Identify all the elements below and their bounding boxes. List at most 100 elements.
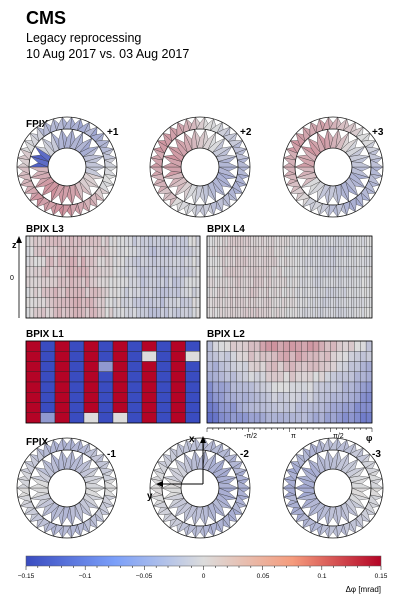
module-cell xyxy=(121,287,125,297)
module-cell xyxy=(70,362,85,372)
module-cell xyxy=(326,257,329,267)
colorbar-ticks xyxy=(26,566,381,570)
module-cell xyxy=(157,372,172,382)
module-cell xyxy=(157,403,172,413)
module-cell xyxy=(172,267,176,277)
module-cell xyxy=(246,277,249,287)
module-cell xyxy=(357,267,360,277)
module-cell xyxy=(269,298,272,308)
module-cell xyxy=(323,308,326,318)
module-cell xyxy=(184,246,188,256)
module-cell xyxy=(26,236,30,246)
module-cell xyxy=(278,372,284,382)
module-cell xyxy=(313,267,316,277)
module-cell xyxy=(295,298,298,308)
module-cell xyxy=(26,257,30,267)
module-cell xyxy=(284,308,287,318)
module-cell xyxy=(81,287,85,297)
module-cell xyxy=(210,308,213,318)
module-cell xyxy=(99,403,114,413)
module-cell xyxy=(243,287,246,297)
module-cell xyxy=(313,308,316,318)
module-cell xyxy=(176,257,180,267)
module-cell xyxy=(241,277,244,287)
module-cell xyxy=(230,236,233,246)
module-cell xyxy=(137,257,141,267)
module-cell xyxy=(196,298,200,308)
module-cell xyxy=(277,267,280,277)
module-cell xyxy=(66,298,70,308)
module-cell xyxy=(251,277,254,287)
module-cell xyxy=(192,236,196,246)
module-cell xyxy=(333,287,336,297)
module-cell xyxy=(315,298,318,308)
module-cell xyxy=(315,246,318,256)
module-cell xyxy=(42,298,46,308)
module-cell xyxy=(336,287,339,297)
module-cell xyxy=(121,308,125,318)
module-cell xyxy=(141,287,145,297)
module-cell xyxy=(313,341,319,351)
module-cell xyxy=(354,257,357,267)
module-cell xyxy=(62,236,66,246)
module-cell xyxy=(272,362,278,372)
module-cell xyxy=(230,298,233,308)
module-cell xyxy=(46,277,50,287)
bpix-l3-label: BPIX L3 xyxy=(26,224,64,235)
module-cell xyxy=(331,392,337,402)
module-cell xyxy=(290,341,296,351)
module-cell xyxy=(328,236,331,246)
module-cell xyxy=(30,246,34,256)
module-cell xyxy=(259,277,262,287)
module-cell xyxy=(164,236,168,246)
module-cell xyxy=(73,257,77,267)
disk-label-m2: -2 xyxy=(240,449,249,460)
module-cell xyxy=(354,341,360,351)
module-cell xyxy=(121,257,125,267)
module-cell xyxy=(50,308,54,318)
module-cell xyxy=(128,392,143,402)
module-cell xyxy=(157,308,161,318)
module-cell xyxy=(66,287,70,297)
module-cell xyxy=(251,298,254,308)
module-cell xyxy=(292,246,295,256)
module-cell xyxy=(117,298,121,308)
module-cell xyxy=(192,287,196,297)
module-cell xyxy=(213,382,219,392)
module-cell xyxy=(153,257,157,267)
module-cell xyxy=(172,308,176,318)
z-axis-tick: 0 xyxy=(10,275,14,282)
module-cell xyxy=(279,246,282,256)
module-cell xyxy=(366,372,372,382)
module-cell xyxy=(58,246,62,256)
module-cell xyxy=(313,403,319,413)
module-cell xyxy=(117,257,121,267)
module-cell xyxy=(271,287,274,297)
module-cell xyxy=(231,392,237,402)
module-cell xyxy=(351,277,354,287)
module-cell xyxy=(34,246,38,256)
module-cell xyxy=(301,362,307,372)
module-cell xyxy=(354,413,360,423)
module-cell xyxy=(319,392,325,402)
module-cell xyxy=(266,267,269,277)
module-cell xyxy=(343,413,349,423)
module-cell xyxy=(196,257,200,267)
module-cell xyxy=(157,413,172,423)
module-cell xyxy=(157,236,161,246)
module-cell xyxy=(184,287,188,297)
module-cell xyxy=(297,277,300,287)
module-cell xyxy=(242,341,248,351)
module-cell xyxy=(284,246,287,256)
module-cell xyxy=(99,372,114,382)
module-cell xyxy=(99,382,114,392)
module-cell xyxy=(66,236,70,246)
module-cell xyxy=(215,308,218,318)
module-cell xyxy=(341,236,344,246)
module-cell xyxy=(287,308,290,318)
module-cell xyxy=(351,236,354,246)
module-cell xyxy=(246,308,249,318)
module-cell xyxy=(26,267,30,277)
module-cell xyxy=(359,308,362,318)
module-cell xyxy=(210,298,213,308)
